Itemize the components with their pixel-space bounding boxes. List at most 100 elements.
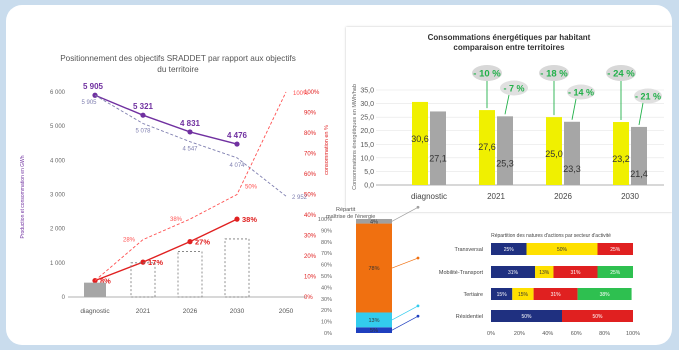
chart-c-leader-dot <box>416 256 420 260</box>
chart-c-y-tick: 20% <box>321 308 332 314</box>
chart-d-segment <box>577 288 632 300</box>
chart-b-y-tick: 35,0 <box>360 88 374 95</box>
chart-d-x-tick: 20% <box>514 331 525 337</box>
chart-a-y2-tick: 50% <box>304 193 317 199</box>
chart-a-bar <box>177 251 203 298</box>
chart-natures-actions: Répartition des natures d'actions par se… <box>439 233 640 337</box>
chart-a-y2-tick: 70% <box>304 152 317 158</box>
chart-d-segment <box>491 243 527 255</box>
chart-b-reduction-label: - 24 % <box>607 69 635 80</box>
chart-b-data-label: 27,6 <box>478 142 496 152</box>
chart-c-leader-dot <box>416 205 420 209</box>
chart-b-y-tick: 15,0 <box>360 142 374 149</box>
chart-d-segment-label: 15% <box>497 292 508 298</box>
chart-c-y-tick: 60% <box>321 263 332 269</box>
chart-a-data-label: 4 831 <box>180 119 201 128</box>
chart-d-segment <box>597 243 633 255</box>
chart-a-bar <box>130 262 156 298</box>
chart-d-segment-label: 25% <box>610 270 621 276</box>
chart-d-segment <box>491 288 513 300</box>
chart-a-title-line-2: du territoire <box>157 65 199 74</box>
chart-b-y-tick: 20,0 <box>360 128 374 135</box>
chart-b-x-tick: diagnostic <box>411 192 447 201</box>
chart-a-y-tick: 1 000 <box>50 261 66 267</box>
chart-a-data-label: 17% <box>148 258 163 267</box>
chart-a-bar <box>224 238 250 298</box>
report-frame: Positionnement des objectifs SRADDET par… <box>6 5 672 345</box>
chart-a-series-line <box>94 94 287 197</box>
chart-c-y-tick: 40% <box>321 285 332 291</box>
chart-d-segment <box>597 266 633 278</box>
chart-a-data-label: 38% <box>170 217 183 223</box>
chart-c-y-tick: 30% <box>321 297 332 303</box>
chart-b-reduction-label: - 18 % <box>540 69 568 80</box>
chart-b-reduction-label: - 21 % <box>635 92 661 102</box>
chart-b-data-label: 25,3 <box>496 158 514 168</box>
chart-c-leader-dot <box>416 304 420 308</box>
chart-b-bar <box>479 110 495 185</box>
chart-d-segment <box>491 310 562 322</box>
chart-panel-consommation: Consommations énergétiques par habitant c… <box>346 27 672 212</box>
chart-b-data-label: 21,4 <box>630 169 648 179</box>
chart-a-y2-tick: 60% <box>304 172 317 178</box>
chart-d-segment-label: 25% <box>504 247 515 253</box>
chart-c-y-tick: 10% <box>321 320 332 326</box>
chart-c-segment <box>356 219 392 224</box>
chart-a-y2-tick: 80% <box>304 131 317 137</box>
chart-b-bar <box>497 116 513 185</box>
chart-a-data-label: 4 476 <box>227 131 248 140</box>
chart-b-reduction-arrow <box>571 98 577 120</box>
chart-c-segment-label: 78% <box>368 266 379 272</box>
chart-c-segment <box>356 223 392 313</box>
chart-d-segment-label: 25% <box>610 247 621 253</box>
chart-c-leader-line <box>391 257 419 269</box>
chart-d-segment <box>562 310 633 322</box>
chart-d-segment-label: 31% <box>508 270 519 276</box>
chart-c-leader-line <box>391 206 419 222</box>
chart-a-series-line <box>94 91 287 281</box>
chart-b-bar <box>613 122 629 185</box>
chart-d-segment-label: 15% <box>518 292 529 298</box>
chart-d-segment <box>533 288 578 300</box>
chart-c-title: Répartit <box>336 207 356 213</box>
chart-b-title: Consommations énergétiques par habitant <box>428 33 591 42</box>
chart-a-y2-tick: 10% <box>304 275 317 281</box>
chart-a-x-tick: diagnostic <box>80 308 110 315</box>
chart-a-data-label: 5 905 <box>83 82 104 91</box>
chart-b-reduction-label: - 10 % <box>473 69 501 80</box>
chart-c-y-tick: 0% <box>324 331 332 337</box>
chart-a-y2-axis-label: consommation en % <box>324 125 330 175</box>
chart-b-reduction-bubble <box>606 65 636 81</box>
chart-b-x-tick: 2030 <box>621 192 639 201</box>
chart-b-reduction-arrow <box>504 94 510 115</box>
chart-c-y-tick: 100% <box>318 217 332 223</box>
chart-b-data-label: 23,2 <box>612 154 630 164</box>
chart-b-bar <box>412 101 428 185</box>
chart-d-segment-label: 50% <box>592 314 603 320</box>
chart-b-y-axis-label: Consommations énergétiques en MWh/hab <box>352 84 358 190</box>
chart-b-y-tick: 10,0 <box>360 155 374 162</box>
chart-b-reduction-label: - 7 % <box>503 84 524 94</box>
chart-d-category-label: Transversal <box>454 247 483 253</box>
chart-a-data-label: 5 078 <box>135 129 151 135</box>
chart-c-y-tick: 70% <box>321 251 332 257</box>
chart-consommation-par-habitant: Consommations énergétiques par habitantc… <box>352 33 664 201</box>
chart-a-point <box>187 239 193 245</box>
chart-a-data-label: 50% <box>245 185 258 191</box>
chart-c-subtitle: maîtrise de l'énergie <box>326 214 375 220</box>
chart-a-x-tick: 2050 <box>279 308 294 315</box>
chart-a-data-label: 4 547 <box>182 147 198 153</box>
chart-c-y-tick: 90% <box>321 228 332 234</box>
chart-b-data-label: 25,0 <box>545 149 563 159</box>
chart-a-y2-tick: 20% <box>304 254 317 260</box>
chart-a-y2-tick: 40% <box>304 213 317 219</box>
chart-d-segment <box>491 266 536 278</box>
chart-b-bar <box>546 117 562 185</box>
chart-a-data-label: 5 905 <box>81 100 97 106</box>
chart-d-segment-label: 50% <box>557 247 568 253</box>
chart-c-leader-line <box>391 315 419 331</box>
chart-c-segment-label: 4% <box>370 219 378 225</box>
chart-d-segment <box>512 288 534 300</box>
chart-b-data-label: 30,6 <box>411 134 429 144</box>
chart-d-segment-label: 31% <box>551 292 562 298</box>
